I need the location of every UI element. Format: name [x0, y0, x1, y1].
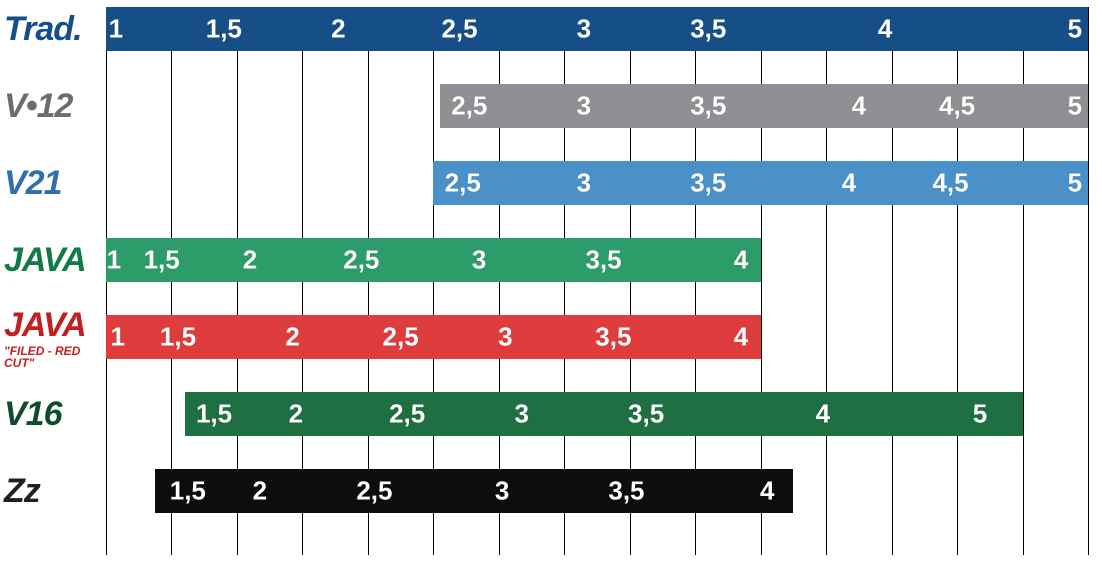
row-label: V16 — [0, 392, 106, 436]
bar-tick: 4 — [816, 399, 830, 430]
bar — [440, 84, 1088, 128]
bar-tick: 1 — [107, 245, 121, 276]
bar-tick: 3,5 — [690, 14, 726, 45]
bar-tick: 4 — [734, 322, 748, 353]
bar-tick: 3,5 — [690, 91, 726, 122]
bar-tick: 3,5 — [690, 168, 726, 199]
bar-tick: 4 — [878, 14, 892, 45]
bar-tick: 2,5 — [451, 91, 487, 122]
bar-tick: 3,5 — [628, 399, 664, 430]
bar-tick: 4 — [852, 91, 866, 122]
bar-tick: 3 — [577, 14, 591, 45]
bar — [106, 7, 1088, 51]
row-zz: Zz 1,5 2 2,5 3 3,5 4 — [0, 469, 1102, 513]
bar-tick: 3 — [577, 168, 591, 199]
row-label-text: JAVA — [4, 241, 86, 280]
row-v21: V21 2,5 3 3,5 4 4,5 5 — [0, 161, 1102, 205]
row-label: Zz — [0, 469, 106, 513]
strength-comparison-chart: Trad. 1 1,5 2 2,5 3 3,5 4 5 V•12 2,5 3 3,5 4 4,5 5 V21 2,… — [0, 0, 1102, 562]
bar-tick: 3 — [577, 91, 591, 122]
bar-tick: 2,5 — [389, 399, 425, 430]
bar-tick: 2,5 — [356, 476, 392, 507]
bar-tick: 4 — [734, 245, 748, 276]
bar-tick: 5 — [1068, 168, 1082, 199]
bar-tick: 3 — [472, 245, 486, 276]
row-label-text: JAVA — [4, 306, 86, 345]
bar-tick: 3 — [498, 322, 512, 353]
row-trad: Trad. 1 1,5 2 2,5 3 3,5 4 5 — [0, 7, 1102, 51]
bar-tick: 2,5 — [343, 245, 379, 276]
bar-tick: 1,5 — [144, 245, 180, 276]
bar-tick: 1,5 — [160, 322, 196, 353]
bar — [185, 392, 1023, 436]
bar-tick: 3 — [514, 399, 528, 430]
row-v12: V•12 2,5 3 3,5 4 4,5 5 — [0, 84, 1102, 128]
bar-tick: 1 — [109, 14, 123, 45]
row-label-text: Trad. — [4, 10, 82, 49]
row-label: JAVA"FILED - RED CUT" — [0, 315, 106, 359]
bar-tick: 5 — [1068, 91, 1082, 122]
bar-tick: 3,5 — [608, 476, 644, 507]
bar-tick: 5 — [973, 399, 987, 430]
bar — [106, 238, 761, 282]
bar-tick: 2,5 — [383, 322, 419, 353]
row-label-text: V21 — [4, 164, 62, 203]
bar — [433, 161, 1088, 205]
bar-tick: 2 — [253, 476, 267, 507]
bar-tick: 4 — [760, 476, 774, 507]
bar-tick: 2,5 — [441, 14, 477, 45]
bar-tick: 2 — [331, 14, 345, 45]
bar-tick: 1 — [111, 322, 125, 353]
bar-tick: 2 — [243, 245, 257, 276]
bar-tick: 2,5 — [445, 168, 481, 199]
row-label-sub: "FILED - RED CUT" — [4, 345, 106, 369]
row-label: V•12 — [0, 84, 106, 128]
bar-tick: 1,5 — [206, 14, 242, 45]
row-label-text: V16 — [4, 395, 62, 434]
bar-tick: 4,5 — [939, 91, 975, 122]
bar-tick: 2 — [285, 322, 299, 353]
bar-tick: 3,5 — [595, 322, 631, 353]
row-java-green: JAVA 1 1,5 2 2,5 3 3,5 4 — [0, 238, 1102, 282]
row-label: V21 — [0, 161, 106, 205]
bar-tick: 2 — [289, 399, 303, 430]
bar-tick: 3 — [495, 476, 509, 507]
bar-tick: 1,5 — [196, 399, 232, 430]
bar — [155, 469, 793, 513]
row-label-text: V•12 — [4, 87, 72, 126]
bar-tick: 1,5 — [170, 476, 206, 507]
row-label: JAVA — [0, 238, 106, 282]
bar-tick: 3,5 — [585, 245, 621, 276]
row-v16: V16 1,5 2 2,5 3 3,5 4 5 — [0, 392, 1102, 436]
row-label-text: Zz — [4, 472, 40, 511]
bar — [106, 315, 761, 359]
bar-tick: 4,5 — [932, 168, 968, 199]
bar-tick: 5 — [1068, 14, 1082, 45]
row-java-red: JAVA"FILED - RED CUT"1 1,5 2 2,5 3 3,5 4 — [0, 315, 1102, 359]
bar-tick: 4 — [842, 168, 856, 199]
row-label: Trad. — [0, 7, 106, 51]
